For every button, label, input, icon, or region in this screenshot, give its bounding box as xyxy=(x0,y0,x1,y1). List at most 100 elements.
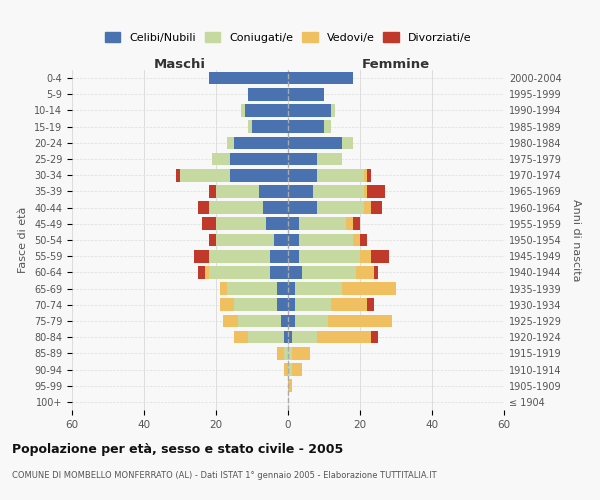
Bar xyxy=(209,72,288,85)
Bar xyxy=(360,250,371,262)
Bar xyxy=(281,314,288,328)
Y-axis label: Anni di nascita: Anni di nascita xyxy=(571,198,581,281)
Bar xyxy=(220,282,227,295)
Bar xyxy=(248,88,288,101)
Bar xyxy=(259,185,288,198)
Bar xyxy=(288,169,317,181)
Bar xyxy=(227,282,277,295)
Bar xyxy=(234,136,288,149)
Bar xyxy=(371,250,389,262)
Bar xyxy=(284,331,288,344)
Bar xyxy=(317,169,364,181)
Bar xyxy=(353,234,360,246)
Bar xyxy=(288,363,292,376)
Bar xyxy=(180,169,230,181)
Bar xyxy=(288,234,299,246)
Bar xyxy=(292,363,302,376)
Bar xyxy=(288,266,302,278)
Bar xyxy=(223,314,238,328)
Bar xyxy=(295,282,342,295)
Bar xyxy=(331,104,335,117)
Bar xyxy=(288,298,295,311)
Bar xyxy=(234,298,277,311)
Bar xyxy=(230,169,288,181)
Bar xyxy=(328,314,392,328)
Y-axis label: Fasce di età: Fasce di età xyxy=(19,207,28,273)
Bar xyxy=(367,169,371,181)
Bar xyxy=(266,218,288,230)
Bar xyxy=(202,218,216,230)
Bar xyxy=(367,298,374,311)
Bar xyxy=(288,120,324,133)
Bar xyxy=(342,282,396,295)
Bar xyxy=(288,136,342,149)
Bar xyxy=(367,185,385,198)
Bar xyxy=(194,250,209,262)
Bar xyxy=(209,234,216,246)
Bar xyxy=(317,202,364,214)
Text: Maschi: Maschi xyxy=(154,58,206,71)
Bar xyxy=(353,218,360,230)
Bar xyxy=(245,104,288,117)
Bar xyxy=(364,169,367,181)
Bar xyxy=(356,266,374,278)
Bar xyxy=(288,250,299,262)
Bar xyxy=(288,314,295,328)
Bar xyxy=(241,104,245,117)
Bar xyxy=(263,202,288,214)
Bar xyxy=(205,266,209,278)
Bar xyxy=(277,282,288,295)
Legend: Celibi/Nubili, Coniugati/e, Vedovi/e, Divorziati/e: Celibi/Nubili, Coniugati/e, Vedovi/e, Di… xyxy=(100,28,476,48)
Bar xyxy=(288,152,317,166)
Bar xyxy=(274,234,288,246)
Bar xyxy=(209,266,270,278)
Bar xyxy=(198,266,205,278)
Bar xyxy=(346,218,353,230)
Bar xyxy=(248,120,252,133)
Bar xyxy=(288,72,353,85)
Bar xyxy=(360,234,367,246)
Bar xyxy=(209,250,270,262)
Bar xyxy=(277,347,284,360)
Bar xyxy=(284,363,288,376)
Bar xyxy=(198,202,209,214)
Bar xyxy=(342,136,353,149)
Bar xyxy=(364,185,367,198)
Bar xyxy=(299,250,360,262)
Bar xyxy=(227,136,234,149)
Text: Femmine: Femmine xyxy=(362,58,430,71)
Bar xyxy=(288,380,292,392)
Bar xyxy=(270,266,288,278)
Bar xyxy=(288,331,292,344)
Bar xyxy=(295,314,328,328)
Bar xyxy=(277,298,288,311)
Bar xyxy=(234,331,248,344)
Bar xyxy=(288,185,313,198)
Bar xyxy=(317,331,371,344)
Bar xyxy=(230,152,288,166)
Bar xyxy=(295,298,331,311)
Bar xyxy=(216,234,274,246)
Text: Popolazione per età, sesso e stato civile - 2005: Popolazione per età, sesso e stato civil… xyxy=(12,442,343,456)
Bar xyxy=(324,120,331,133)
Bar xyxy=(292,347,310,360)
Bar xyxy=(374,266,378,278)
Bar xyxy=(248,331,284,344)
Text: COMUNE DI MOMBELLO MONFERRATO (AL) - Dati ISTAT 1° gennaio 2005 - Elaborazione T: COMUNE DI MOMBELLO MONFERRATO (AL) - Dat… xyxy=(12,471,437,480)
Bar xyxy=(299,234,353,246)
Bar xyxy=(288,202,317,214)
Bar xyxy=(302,266,356,278)
Bar xyxy=(288,104,331,117)
Bar xyxy=(299,218,346,230)
Bar xyxy=(270,250,288,262)
Bar xyxy=(209,202,263,214)
Bar xyxy=(313,185,364,198)
Bar xyxy=(212,152,230,166)
Bar xyxy=(371,331,378,344)
Bar xyxy=(331,298,367,311)
Bar xyxy=(216,218,266,230)
Bar xyxy=(288,218,299,230)
Bar xyxy=(252,120,288,133)
Bar xyxy=(292,331,317,344)
Bar xyxy=(238,314,281,328)
